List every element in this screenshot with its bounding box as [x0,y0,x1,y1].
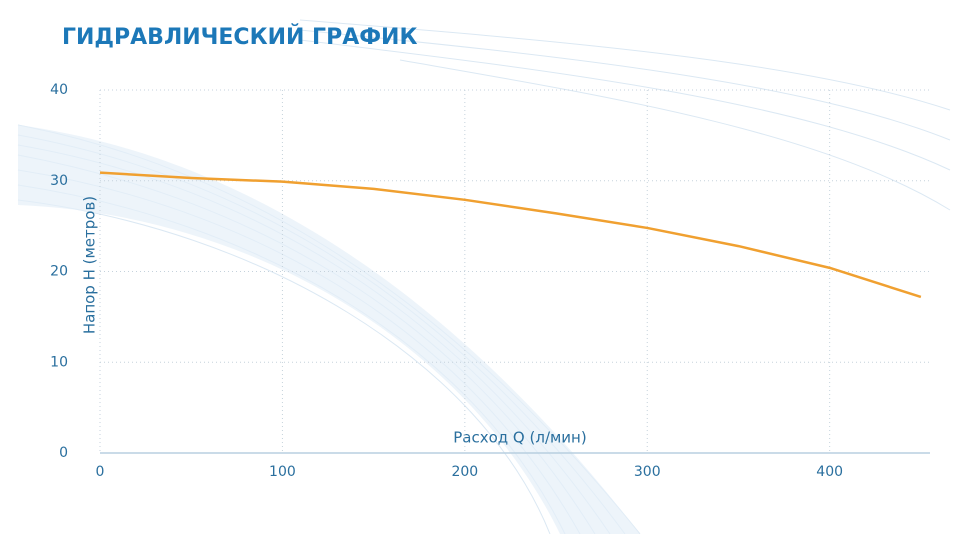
x-tick-label: 400 [816,464,843,480]
y-tick-label: 0 [59,445,68,461]
x-axis-title: Расход Q (л/мин) [453,429,586,447]
chart-title: ГИДРАВЛИЧЕСКИЙ ГРАФИК [62,24,417,50]
x-tick-label: 200 [451,464,478,480]
x-tick-label: 300 [634,464,661,480]
data-line [99,171,922,299]
y-axis-title: Напор Н (метров) [81,196,99,334]
y-tick-label: 40 [50,82,68,98]
y-tick-label: 10 [50,354,68,370]
y-tick-label: 20 [50,264,68,280]
background-swoosh [17,19,951,534]
background-band [18,125,640,534]
x-tick-label: 100 [269,464,296,480]
y-tick-label: 30 [50,173,68,189]
x-tick-label: 0 [96,464,105,480]
